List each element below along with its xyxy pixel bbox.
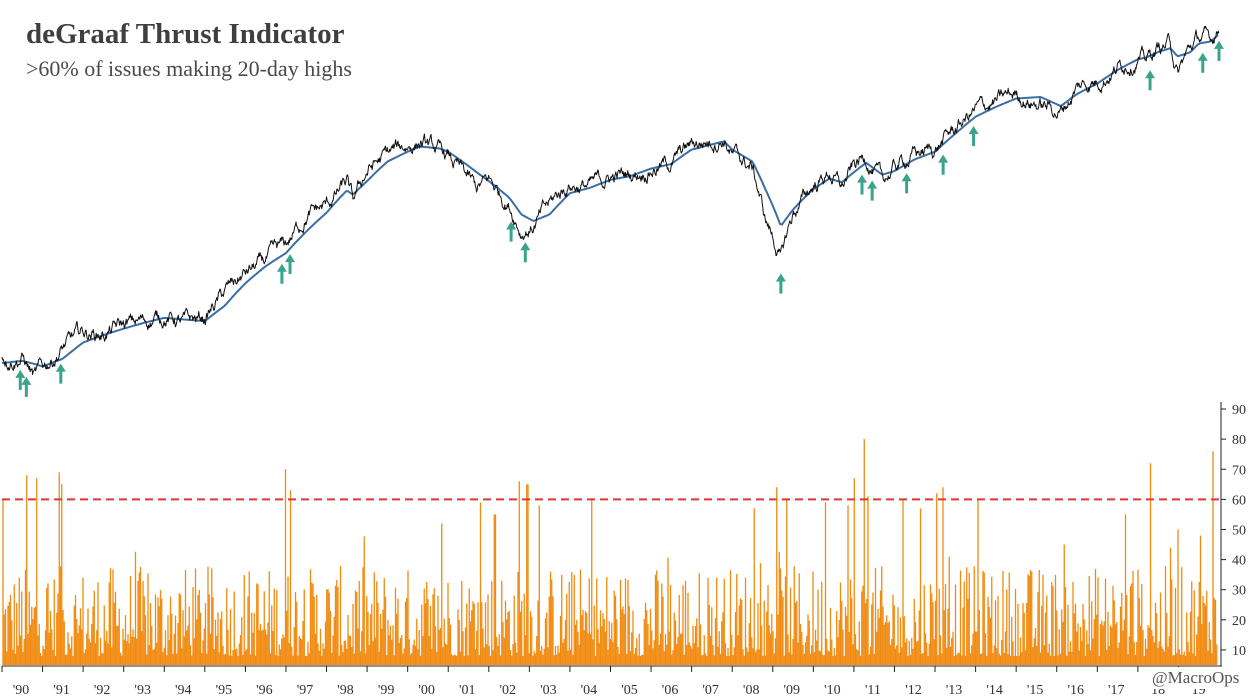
arrow-head bbox=[15, 369, 26, 378]
signal-arrow-icon bbox=[15, 369, 26, 390]
x-tick-label: '16 bbox=[1067, 683, 1084, 698]
x-tick-label: '97 bbox=[297, 683, 314, 698]
x-tick-label: '02 bbox=[500, 683, 517, 698]
x-tick-label: '11 bbox=[865, 683, 881, 698]
signal-arrow-icon bbox=[506, 221, 517, 242]
x-tick-label: '06 bbox=[662, 683, 679, 698]
x-tick-label: '01 bbox=[459, 683, 476, 698]
signal-arrow-icon bbox=[1214, 40, 1224, 61]
arrow-head bbox=[1145, 70, 1156, 79]
arrow-head bbox=[1197, 52, 1208, 61]
y-tick-label: 80 bbox=[1232, 433, 1246, 448]
x-tick-label: '94 bbox=[175, 683, 192, 698]
y-tick-label: 70 bbox=[1232, 463, 1246, 478]
signal-arrow-icon bbox=[968, 126, 979, 147]
x-tick-label: '93 bbox=[134, 683, 151, 698]
x-tick-label: '14 bbox=[986, 683, 1003, 698]
y-tick-label: 40 bbox=[1232, 554, 1246, 569]
arrow-head bbox=[21, 376, 32, 385]
x-tick-label: '95 bbox=[216, 683, 233, 698]
signal-arrow-icon bbox=[857, 174, 868, 195]
x-tick-label: '08 bbox=[743, 683, 760, 698]
arrow-head bbox=[968, 126, 979, 135]
signal-arrow-icon bbox=[21, 376, 32, 397]
signal-arrow-icon bbox=[1145, 70, 1156, 91]
x-tick-label: '04 bbox=[581, 683, 598, 698]
signal-arrow-icon bbox=[55, 363, 66, 384]
y-tick-label: 60 bbox=[1232, 493, 1246, 508]
x-tick-label: '92 bbox=[94, 683, 111, 698]
y-tick-label: 30 bbox=[1232, 584, 1246, 599]
moving-average-layer bbox=[1, 34, 1219, 368]
signal-arrow-icon bbox=[285, 254, 296, 275]
signal-arrow-icon bbox=[938, 154, 949, 175]
arrow-head bbox=[867, 180, 878, 189]
signal-arrow-icon bbox=[1197, 52, 1208, 73]
x-tick-label: '17 bbox=[1108, 683, 1125, 698]
x-tick-label: '98 bbox=[337, 683, 354, 698]
x-tick-label: '99 bbox=[378, 683, 395, 698]
y-tick-label: 10 bbox=[1232, 644, 1246, 659]
signal-arrow-icon bbox=[901, 173, 912, 194]
x-tick-label: '03 bbox=[540, 683, 557, 698]
y-tick-label: 50 bbox=[1232, 523, 1246, 538]
x-tick-label: '10 bbox=[824, 683, 841, 698]
y-tick-label: 20 bbox=[1232, 614, 1246, 629]
x-tick-label: '96 bbox=[256, 683, 273, 698]
x-tick-label: '91 bbox=[53, 683, 70, 698]
arrow-head bbox=[857, 174, 868, 183]
x-tick-label: '09 bbox=[784, 683, 801, 698]
arrow-head bbox=[55, 363, 66, 372]
moving-average-line bbox=[1, 34, 1219, 368]
arrow-head bbox=[901, 173, 912, 182]
x-tick-label: '05 bbox=[621, 683, 638, 698]
price-line bbox=[1, 25, 1220, 375]
price-layer bbox=[1, 25, 1220, 375]
bar-series bbox=[2, 439, 1218, 665]
signal-arrow-icon bbox=[520, 242, 531, 263]
arrow-head bbox=[938, 154, 949, 163]
arrow-head bbox=[1214, 40, 1224, 49]
signal-arrow-icon bbox=[276, 263, 287, 284]
arrow-head bbox=[520, 242, 531, 251]
signal-arrows bbox=[15, 40, 1224, 397]
x-tick-label: '90 bbox=[13, 683, 30, 698]
chart-title: deGraaf Thrust Indicator bbox=[26, 18, 345, 50]
signal-arrow-icon bbox=[867, 180, 878, 201]
x-tick-label: '13 bbox=[946, 683, 963, 698]
chart-subtitle: >60% of issues making 20-day highs bbox=[26, 56, 352, 81]
arrow-head bbox=[775, 273, 786, 282]
x-tick-label: '15 bbox=[1027, 683, 1044, 698]
x-tick-label: '00 bbox=[418, 683, 435, 698]
signal-arrow-icon bbox=[775, 273, 786, 294]
credit-label: @MacroOps bbox=[1149, 667, 1243, 689]
arrow-head bbox=[285, 254, 296, 263]
x-tick-label: '12 bbox=[905, 683, 922, 698]
arrow-head bbox=[506, 221, 517, 230]
arrow-head bbox=[276, 263, 287, 272]
y-tick-label: 90 bbox=[1232, 403, 1246, 418]
x-tick-label: '07 bbox=[702, 683, 719, 698]
